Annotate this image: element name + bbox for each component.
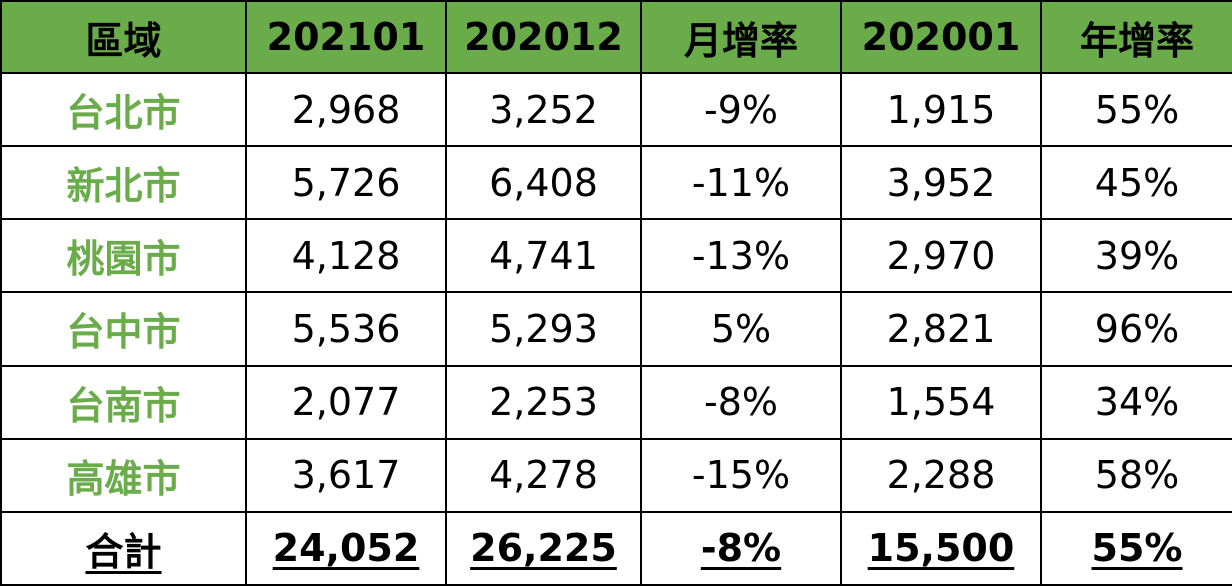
table-body: 台北市 2,968 3,252 -9% 1,915 55% 新北市 5,726 6,408 -11… xyxy=(0,71,1232,586)
value-cell: 2,077 xyxy=(245,364,447,440)
region-cell: 台北市 xyxy=(0,71,247,148)
header-cell: 202101 xyxy=(245,0,447,74)
region-cell: 台中市 xyxy=(0,291,247,367)
region-cell: 桃園市 xyxy=(0,218,247,294)
value-cell: 58% xyxy=(1040,437,1232,513)
table-row: 台北市 2,968 3,252 -9% 1,915 55% xyxy=(0,71,1232,148)
region-cell: 台南市 xyxy=(0,364,247,440)
value-cell: 3,952 xyxy=(840,145,1042,221)
value-cell: 2,970 xyxy=(840,218,1042,294)
value-cell: 5,726 xyxy=(245,145,447,221)
total-cell: 26,225 xyxy=(445,510,642,586)
value-cell: 6,408 xyxy=(445,145,642,221)
value-cell: 3,252 xyxy=(445,71,642,148)
header-cell: 202012 xyxy=(445,0,642,74)
total-cell: -8% xyxy=(640,510,842,586)
value-cell: 1,554 xyxy=(840,364,1042,440)
total-cell: 合計 xyxy=(0,510,247,586)
value-cell: 5,293 xyxy=(445,291,642,367)
header-cell: 月增率 xyxy=(640,0,842,74)
value-cell: 2,821 xyxy=(840,291,1042,367)
region-cell: 新北市 xyxy=(0,145,247,221)
value-cell: 5,536 xyxy=(245,291,447,367)
header-cell: 202001 xyxy=(840,0,1042,74)
total-cell: 24,052 xyxy=(245,510,447,586)
value-cell: 2,288 xyxy=(840,437,1042,513)
table-header: 區域 202101 202012 月增率 202001 年增率 xyxy=(0,0,1232,74)
value-cell: 96% xyxy=(1040,291,1232,367)
value-cell: 3,617 xyxy=(245,437,447,513)
table-row: 台南市 2,077 2,253 -8% 1,554 34% xyxy=(0,364,1232,440)
value-cell: 39% xyxy=(1040,218,1232,294)
value-cell: 2,253 xyxy=(445,364,642,440)
value-cell: -15% xyxy=(640,437,842,513)
table-row: 新北市 5,726 6,408 -11% 3,952 45% xyxy=(0,145,1232,221)
total-cell: 15,500 xyxy=(840,510,1042,586)
value-cell: 5% xyxy=(640,291,842,367)
table-row: 桃園市 4,128 4,741 -13% 2,970 39% xyxy=(0,218,1232,294)
total-row: 合計 24,052 26,225 -8% 15,500 55% xyxy=(0,510,1232,586)
total-cell: 55% xyxy=(1040,510,1232,586)
table-row: 台中市 5,536 5,293 5% 2,821 96% xyxy=(0,291,1232,367)
header-cell: 年增率 xyxy=(1040,0,1232,74)
value-cell: 34% xyxy=(1040,364,1232,440)
value-cell: 45% xyxy=(1040,145,1232,221)
header-cell: 區域 xyxy=(0,0,247,74)
value-cell: -9% xyxy=(640,71,842,148)
value-cell: 4,128 xyxy=(245,218,447,294)
value-cell: -13% xyxy=(640,218,842,294)
value-cell: 4,278 xyxy=(445,437,642,513)
value-cell: 55% xyxy=(1040,71,1232,148)
region-cell: 高雄市 xyxy=(0,437,247,513)
value-cell: 2,968 xyxy=(245,71,447,148)
value-cell: 1,915 xyxy=(840,71,1042,148)
header-row: 區域 202101 202012 月增率 202001 年增率 xyxy=(0,0,1232,74)
value-cell: -8% xyxy=(640,364,842,440)
value-cell: -11% xyxy=(640,145,842,221)
value-cell: 4,741 xyxy=(445,218,642,294)
table-row: 高雄市 3,617 4,278 -15% 2,288 58% xyxy=(0,437,1232,513)
